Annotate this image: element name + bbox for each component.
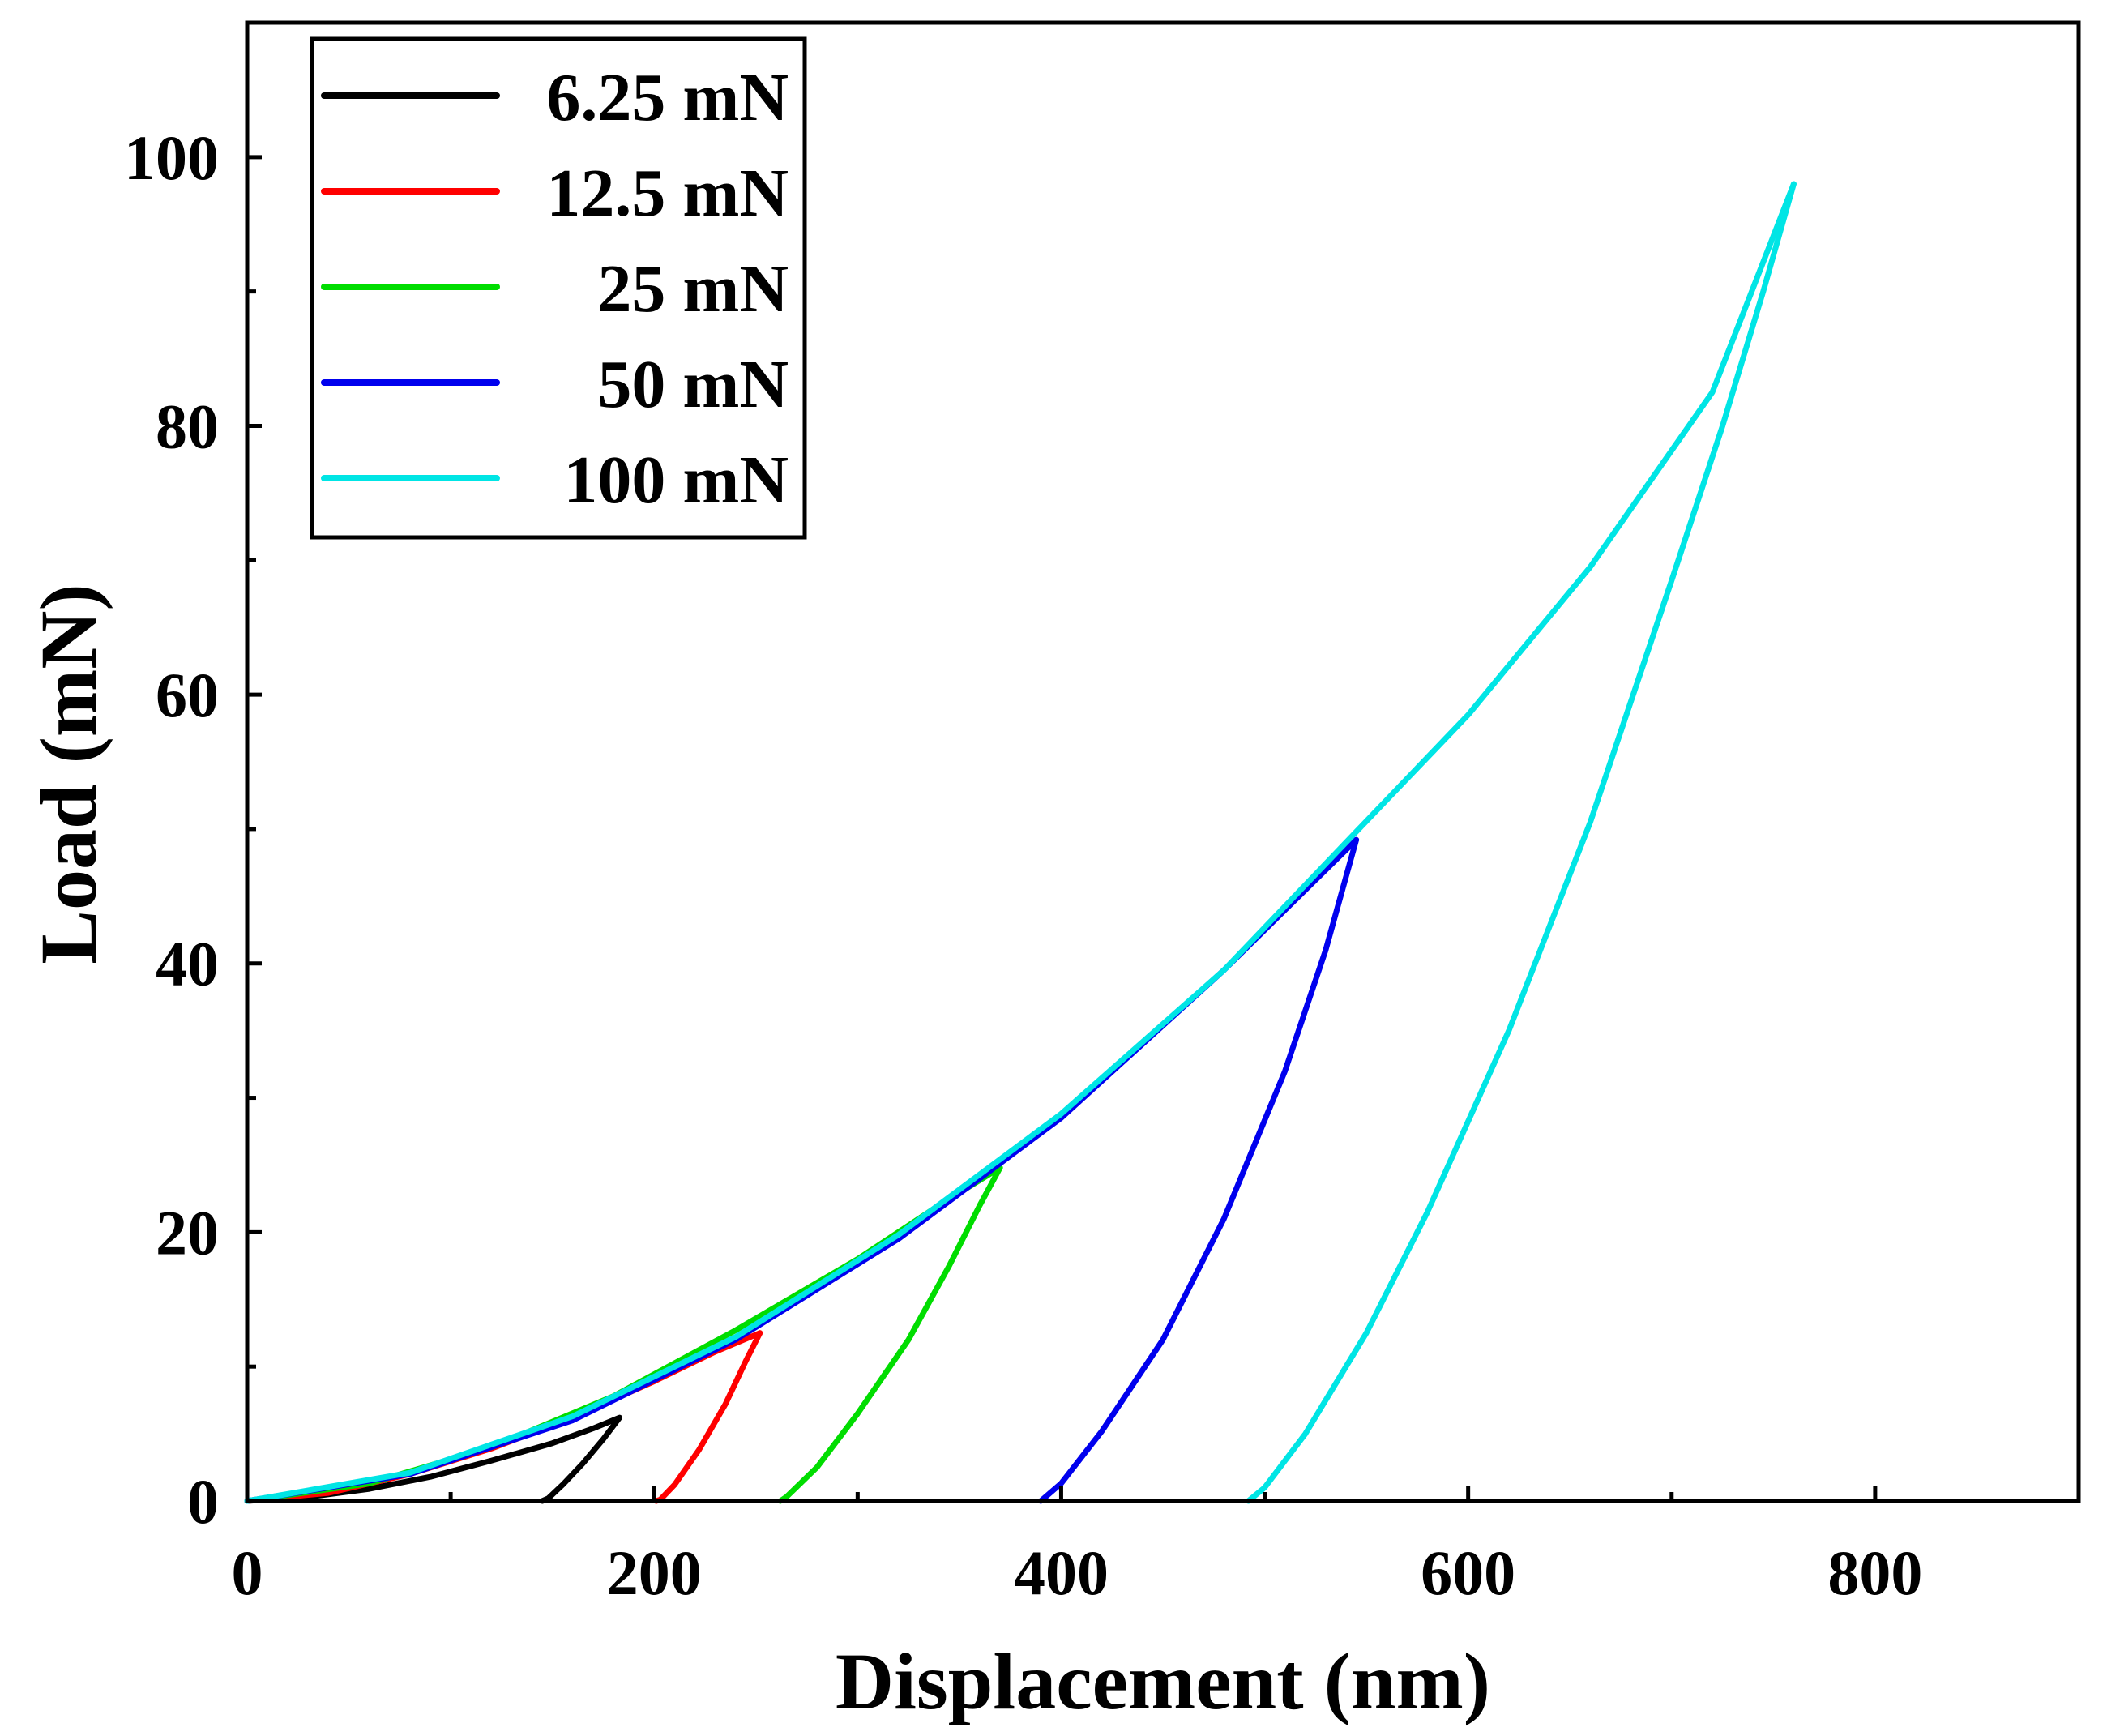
legend-label-100-mn: 100 mN	[563, 443, 789, 518]
x-tick-label-400: 400	[1014, 1537, 1109, 1608]
plot-frame	[245, 20, 2081, 1503]
axes-layer: 0 200 400 600 800 0 20 40 60 80 100	[124, 122, 1922, 1608]
y-tick-label-80: 80	[156, 391, 219, 461]
y-tick-label-20: 20	[156, 1197, 219, 1268]
legend-label-6-25-mn: 6.25 mN	[546, 60, 789, 135]
y-tick-label-0: 0	[187, 1466, 219, 1537]
series-50-mn-unloading-line	[1037, 836, 1360, 1504]
x-tick-label-200: 200	[607, 1537, 702, 1608]
x-tick-label-800: 800	[1827, 1537, 1922, 1608]
x-tick-label-0: 0	[232, 1537, 263, 1608]
y-axis-label: Load (mN)	[24, 584, 113, 964]
y-tick-label-60: 60	[156, 660, 219, 730]
series-100-mn-loading-line	[244, 181, 1797, 1504]
legend-label-12-5-mn: 12.5 mN	[546, 156, 789, 231]
series-100-mn-unloading-line	[1246, 181, 1797, 1504]
legend-label-50-mn: 50 mN	[597, 347, 789, 422]
y-tick-label-40: 40	[156, 929, 219, 999]
legend: 6.25 mN 12.5 mN 25 mN 50 mN 100 mN	[310, 36, 807, 540]
y-tick-label-100: 100	[124, 122, 219, 193]
legend-label-25-mn: 25 mN	[597, 251, 789, 327]
x-axis-label: Displacement (nm)	[836, 1636, 1490, 1726]
series-25-mn-unloading-line	[777, 1165, 1003, 1504]
x-tick-label-600: 600	[1421, 1537, 1515, 1608]
